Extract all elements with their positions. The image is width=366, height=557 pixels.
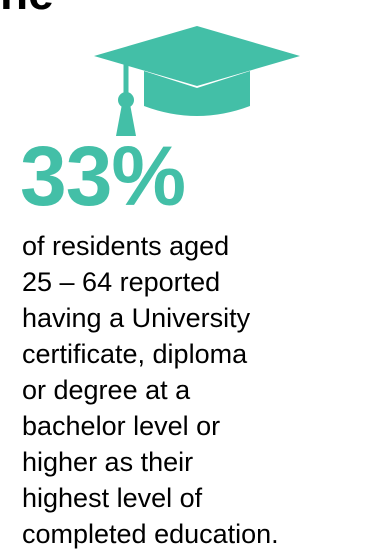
description-line: certificate, diploma <box>22 339 248 369</box>
description-line: bachelor level or <box>22 411 221 441</box>
cap-board <box>94 26 300 86</box>
description-line: of residents aged <box>22 231 230 261</box>
cropped-heading-fragment: ne <box>0 0 54 16</box>
percentage-stat: 33% <box>20 129 186 223</box>
tassel-fringe <box>116 104 136 136</box>
description-line: higher as their <box>22 447 194 477</box>
graduation-cap-icon <box>94 26 300 136</box>
description-line: completed education. <box>22 519 279 549</box>
description-line: highest level of <box>22 483 203 513</box>
stat-description: of residents aged 25 – 64 reported havin… <box>22 228 362 552</box>
cap-base <box>144 71 250 116</box>
description-line: having a University <box>22 303 251 333</box>
description-line: or degree at a <box>22 375 191 405</box>
description-line: 25 – 64 reported <box>22 267 221 297</box>
